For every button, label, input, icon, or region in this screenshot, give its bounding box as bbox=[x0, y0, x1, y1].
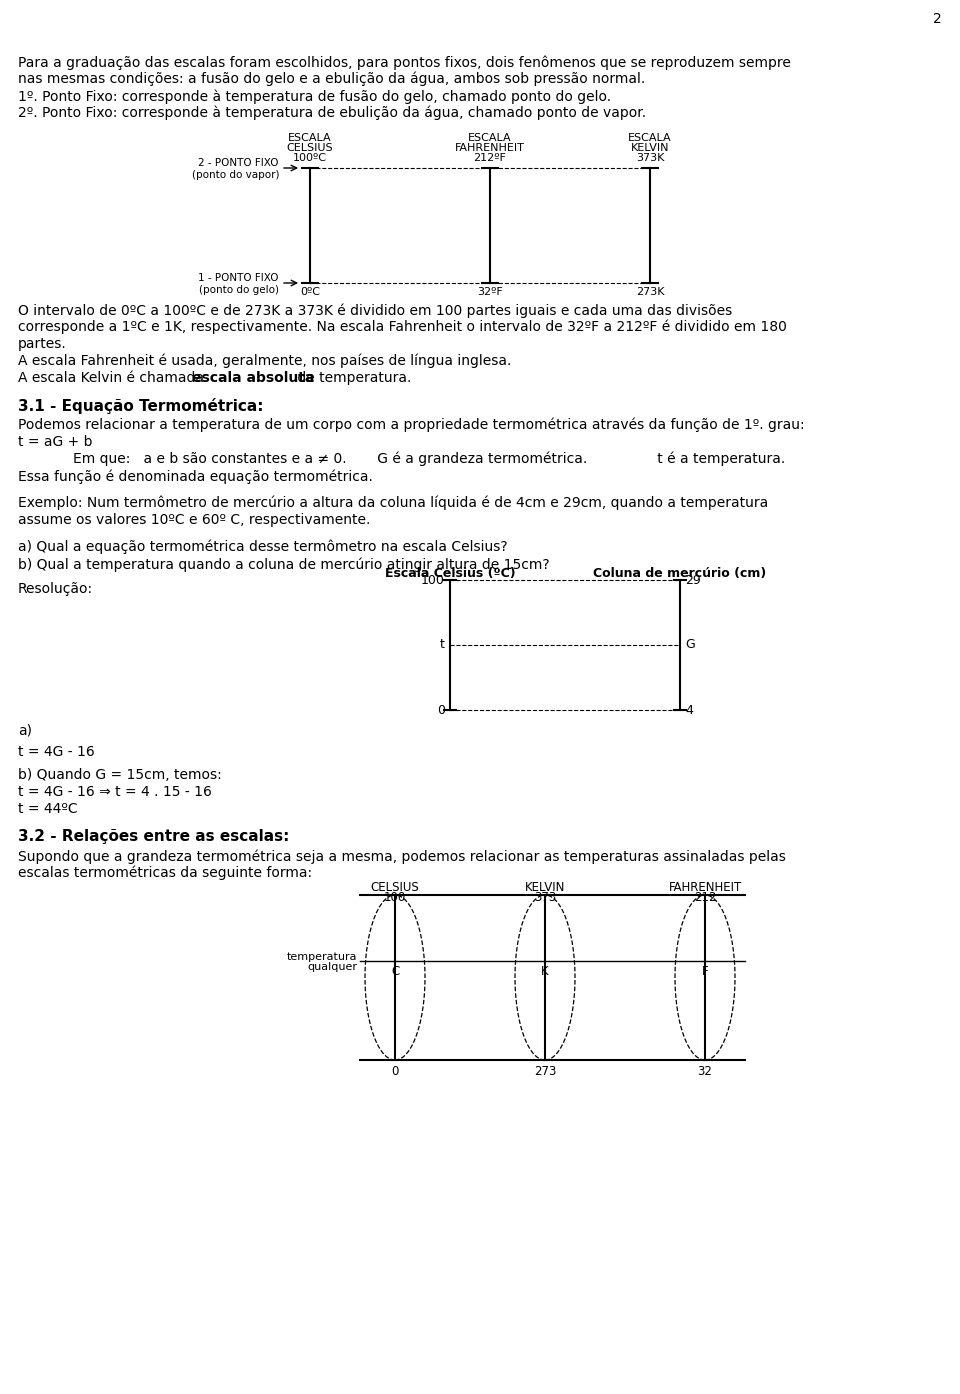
Text: ESCALA: ESCALA bbox=[628, 132, 672, 144]
Text: 32ºF: 32ºF bbox=[477, 287, 503, 297]
Text: 1 - PONTO FIXO: 1 - PONTO FIXO bbox=[199, 273, 279, 283]
Text: 2º. Ponto Fixo: corresponde à temperatura de ebulição da água, chamado ponto de : 2º. Ponto Fixo: corresponde à temperatur… bbox=[18, 106, 646, 120]
Text: 0: 0 bbox=[437, 704, 445, 717]
Text: A escala Kelvin é chamada: A escala Kelvin é chamada bbox=[18, 371, 208, 385]
Text: partes.: partes. bbox=[18, 337, 67, 351]
Text: A escala Fahrenheit é usada, geralmente, nos países de língua inglesa.: A escala Fahrenheit é usada, geralmente,… bbox=[18, 354, 512, 368]
Text: 212: 212 bbox=[694, 891, 716, 903]
Text: 212ºF: 212ºF bbox=[473, 153, 507, 163]
Text: (ponto do gelo): (ponto do gelo) bbox=[199, 284, 279, 296]
Text: 2: 2 bbox=[933, 13, 942, 26]
Text: 273K: 273K bbox=[636, 287, 664, 297]
Text: C: C bbox=[391, 965, 399, 979]
Text: t = aG + b: t = aG + b bbox=[18, 435, 92, 449]
Text: Escala Celsius (ºC): Escala Celsius (ºC) bbox=[385, 567, 516, 580]
Text: Resolução:: Resolução: bbox=[18, 583, 93, 597]
Text: F: F bbox=[702, 965, 708, 979]
Text: 3.2 - Relações entre as escalas:: 3.2 - Relações entre as escalas: bbox=[18, 829, 289, 843]
Text: de temperatura.: de temperatura. bbox=[293, 371, 412, 385]
Text: t = 4G - 16: t = 4G - 16 bbox=[18, 744, 95, 758]
Text: 273: 273 bbox=[534, 1065, 556, 1078]
Text: assume os valores 10ºC e 60º C, respectivamente.: assume os valores 10ºC e 60º C, respecti… bbox=[18, 513, 371, 527]
Text: 29: 29 bbox=[685, 573, 701, 587]
Text: escala absoluta: escala absoluta bbox=[192, 371, 314, 385]
Text: 3.1 - Equação Termométrica:: 3.1 - Equação Termométrica: bbox=[18, 399, 263, 414]
Text: 100: 100 bbox=[421, 573, 445, 587]
Text: ESCALA: ESCALA bbox=[468, 132, 512, 144]
Text: 100ºC: 100ºC bbox=[293, 153, 327, 163]
Text: t = 44ºC: t = 44ºC bbox=[18, 802, 78, 815]
Text: KELVIN: KELVIN bbox=[525, 881, 565, 894]
Text: 32: 32 bbox=[698, 1065, 712, 1078]
Text: t = 4G - 16 ⇒ t = 4 . 15 - 16: t = 4G - 16 ⇒ t = 4 . 15 - 16 bbox=[18, 785, 212, 799]
Text: 373K: 373K bbox=[636, 153, 664, 163]
Text: corresponde a 1ºC e 1K, respectivamente. Na escala Fahrenheit o intervalo de 32º: corresponde a 1ºC e 1K, respectivamente.… bbox=[18, 321, 787, 335]
Text: Exemplo: Num termômetro de mercúrio a altura da coluna líquida é de 4cm e 29cm, : Exemplo: Num termômetro de mercúrio a al… bbox=[18, 496, 768, 510]
Text: t: t bbox=[440, 638, 445, 651]
Text: G: G bbox=[685, 638, 695, 651]
Text: KELVIN: KELVIN bbox=[631, 144, 669, 153]
Text: 2 - PONTO FIXO: 2 - PONTO FIXO bbox=[199, 158, 279, 169]
Text: (ponto do vapor): (ponto do vapor) bbox=[191, 170, 279, 180]
Text: 0: 0 bbox=[392, 1065, 398, 1078]
Text: b) Qual a temperatura quando a coluna de mercúrio atingir altura de 15cm?: b) Qual a temperatura quando a coluna de… bbox=[18, 558, 550, 572]
Text: a) Qual a equação termométrica desse termômetro na escala Celsius?: a) Qual a equação termométrica desse ter… bbox=[18, 539, 508, 555]
Text: Podemos relacionar a temperatura de um corpo com a propriedade termométrica atra: Podemos relacionar a temperatura de um c… bbox=[18, 418, 804, 432]
Text: escalas termométricas da seguinte forma:: escalas termométricas da seguinte forma: bbox=[18, 866, 312, 881]
Text: ESCALA: ESCALA bbox=[288, 132, 332, 144]
Text: 0ºC: 0ºC bbox=[300, 287, 320, 297]
Text: a): a) bbox=[18, 723, 32, 737]
Text: 1º. Ponto Fixo: corresponde à temperatura de fusão do gelo, chamado ponto do gel: 1º. Ponto Fixo: corresponde à temperatur… bbox=[18, 89, 612, 103]
Text: temperatura: temperatura bbox=[286, 952, 357, 962]
Text: qualquer: qualquer bbox=[307, 962, 357, 972]
Text: nas mesmas condições: a fusão do gelo e a ebulição da água, ambos sob pressão no: nas mesmas condições: a fusão do gelo e … bbox=[18, 72, 645, 86]
Text: FAHRENHEIT: FAHRENHEIT bbox=[455, 144, 525, 153]
Text: O intervalo de 0ºC a 100ºC e de 273K a 373K é dividido em 100 partes iguais e ca: O intervalo de 0ºC a 100ºC e de 273K a 3… bbox=[18, 302, 732, 318]
Text: Para a graduação das escalas foram escolhidos, para pontos fixos, dois fenômenos: Para a graduação das escalas foram escol… bbox=[18, 54, 791, 70]
Text: Supondo que a grandeza termométrica seja a mesma, podemos relacionar as temperat: Supondo que a grandeza termométrica seja… bbox=[18, 849, 786, 863]
Text: 100: 100 bbox=[384, 891, 406, 903]
Text: 4: 4 bbox=[685, 704, 693, 717]
Text: 373: 373 bbox=[534, 891, 556, 903]
Text: FAHRENHEIT: FAHRENHEIT bbox=[668, 881, 742, 894]
Text: CELSIUS: CELSIUS bbox=[371, 881, 420, 894]
Text: Em que:   a e b são constantes e a ≠ 0.       G é a grandeza termométrica.      : Em que: a e b são constantes e a ≠ 0. G … bbox=[73, 452, 785, 467]
Text: Essa função é denominada equação termométrica.: Essa função é denominada equação termomé… bbox=[18, 468, 372, 484]
Text: K: K bbox=[541, 965, 549, 979]
Text: Coluna de mercúrio (cm): Coluna de mercúrio (cm) bbox=[593, 567, 767, 580]
Text: b) Quando G = 15cm, temos:: b) Quando G = 15cm, temos: bbox=[18, 768, 222, 782]
Text: CELSIUS: CELSIUS bbox=[287, 144, 333, 153]
